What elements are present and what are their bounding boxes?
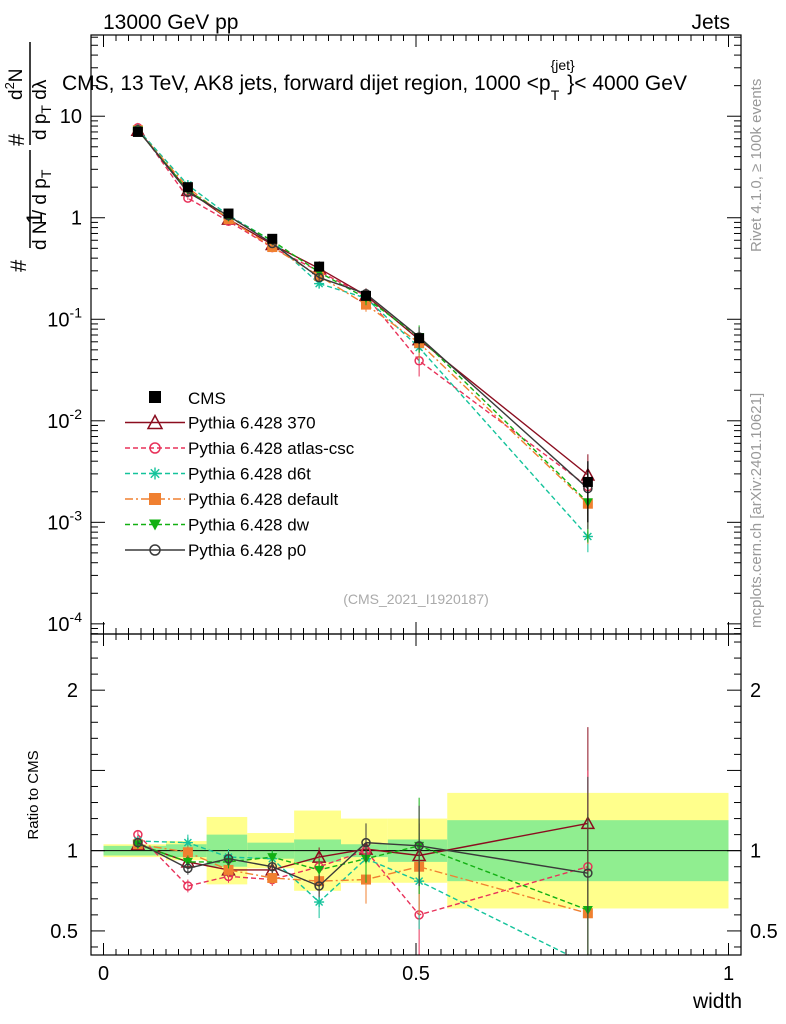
y-hash-2: # (4, 133, 29, 146)
ratio-line-pythia-6-428-d6t (137, 840, 569, 956)
marker-star-stroke (183, 838, 192, 847)
marker-star (149, 467, 161, 480)
marker-square (267, 872, 278, 883)
rivet-label: Rivet 4.1.0, ≥ 100k events (748, 79, 765, 252)
y-lower-tick-label-left: 0.5 (50, 921, 78, 943)
marker-square (182, 182, 193, 193)
upper-line-pythia-6-428-d6t (137, 128, 589, 537)
upper-y-label: # 1 d N / d pT # d2N d pT dλ (2, 42, 54, 272)
y-hash-1: # (6, 259, 31, 272)
marker-circle (361, 837, 371, 848)
legend-label-cms: CMS (188, 389, 226, 408)
y-lower-tick-label-right: 1 (750, 841, 761, 863)
upper-line-pythia-6-428-atlas-csc (137, 127, 589, 488)
legend-label: Pythia 6.428 370 (188, 414, 316, 433)
marker-square (582, 476, 593, 487)
marker-circle (223, 853, 234, 864)
marker-triangle-down (267, 853, 278, 863)
ratio-line-pythia-6-428-default (137, 843, 589, 914)
marker-triangle (146, 413, 164, 430)
plot-title: CMS, 13 TeV, AK8 jets, forward dijet reg… (62, 57, 687, 103)
y-frac2-den-tail: dλ (30, 79, 51, 105)
upper-series-group (130, 122, 596, 553)
mcplots-label: mcplots.cern.ch [arXiv:2401.10621] (748, 393, 765, 628)
legend-label: Pythia 6.428 atlas-csc (188, 439, 355, 458)
title-main: CMS, 13 TeV, AK8 jets, forward dijet reg… (62, 72, 551, 95)
y-upper-tick-label: 10-3 (47, 507, 82, 534)
y-upper-tick-label: 10-4 (47, 609, 82, 636)
upper-line-pythia-6-428-p0 (137, 129, 589, 490)
svg-text:#: # (6, 259, 31, 272)
x-axis-label: width (692, 990, 742, 1013)
legend-label: Pythia 6.428 p0 (188, 541, 306, 560)
lower-y-label: Ratio to CMS (25, 750, 42, 839)
legend: CMS Pythia 6.428 370 Pythia 6.428 atlas-cs… (125, 389, 355, 560)
y-lower-tick-label-left: 2 (67, 680, 78, 702)
marker-square (414, 333, 425, 344)
marker-square (223, 208, 234, 219)
y-lower-tick-label-right: 0.5 (750, 921, 778, 943)
x-tick-label: 1 (723, 963, 734, 985)
marker-star (314, 897, 325, 908)
y-frac2-num-tail: N (6, 68, 27, 82)
ratio-line-pythia-6-428-atlas-csc (137, 834, 589, 916)
marker-star-stroke (315, 898, 324, 907)
marker-circle (183, 881, 193, 891)
marker-circle (583, 868, 593, 878)
y-frac2-num-sup: 2 (2, 82, 17, 89)
marker-square (149, 391, 161, 403)
y-frac2-den: d p (30, 114, 51, 140)
y-frac2-num: d (6, 89, 27, 100)
marker-circle (314, 272, 324, 283)
legend-label: Pythia 6.428 default (188, 490, 339, 509)
title-tail: }< 4000 GeV (567, 72, 687, 95)
legend-label: Pythia 6.428 d6t (188, 465, 311, 484)
analysis-id: (CMS_2021_I1920187) (343, 591, 489, 607)
marker-circle (183, 863, 193, 874)
legend-label: Pythia 6.428 dw (188, 516, 310, 535)
marker-square (267, 233, 278, 244)
y-frac1-den: d N / d p (30, 178, 51, 250)
marker-square (182, 847, 193, 858)
title-sub: T (551, 87, 560, 103)
marker-circle (149, 442, 161, 454)
axes-group: 0 0.5 1 10-4 10-3 10-2 10-1 1 10 0.5 0.5 1 1 2 2 (47, 34, 778, 985)
marker-circle (414, 841, 424, 851)
y-upper-tick-label: 10-1 (47, 304, 82, 331)
svg-text:d2N: d2N (2, 68, 27, 100)
x-tick-label: 0 (98, 963, 109, 985)
marker-circle (267, 861, 277, 872)
ratio-line-pythia-6-428-dw (137, 843, 589, 911)
marker-square (223, 864, 234, 875)
upper-line-pythia-6-428-default (137, 129, 589, 505)
marker-circle (314, 881, 324, 891)
ratio-line-pythia-6-428-p0 (137, 841, 588, 887)
marker-triangle-down (314, 865, 325, 875)
y-lower-tick-label-right: 2 (750, 680, 761, 702)
y-upper-tick-label: 10 (60, 106, 82, 128)
upper-line-pythia-6-428-dw (137, 129, 589, 503)
x-tick-label: 0.5 (402, 963, 430, 985)
marker-square (361, 290, 371, 301)
y-frac1-den-sub: T (38, 169, 54, 178)
y-upper-tick-label: 1 (71, 208, 82, 230)
marker-square (314, 261, 325, 272)
header-right: Jets (691, 11, 730, 34)
marker-star-stroke (150, 468, 160, 479)
marker-circle (149, 544, 161, 556)
header-left: 13000 GeV pp (103, 11, 238, 34)
y-upper-tick-label: 10-2 (47, 406, 82, 433)
marker-triangle-down (149, 519, 161, 531)
marker-square (149, 493, 161, 505)
svg-text:d pT dλ: d pT dλ (30, 79, 54, 140)
lower-series-group (130, 727, 596, 956)
marker-square (132, 126, 143, 137)
title-sup: {jet} (551, 57, 575, 73)
marker-circle (133, 837, 143, 848)
y-frac1-num: 1 (22, 212, 47, 224)
y-frac2-den-sub: T (38, 105, 54, 114)
svg-text:d N / d pT: d N / d pT (30, 169, 54, 250)
y-lower-tick-label-left: 1 (67, 841, 78, 863)
